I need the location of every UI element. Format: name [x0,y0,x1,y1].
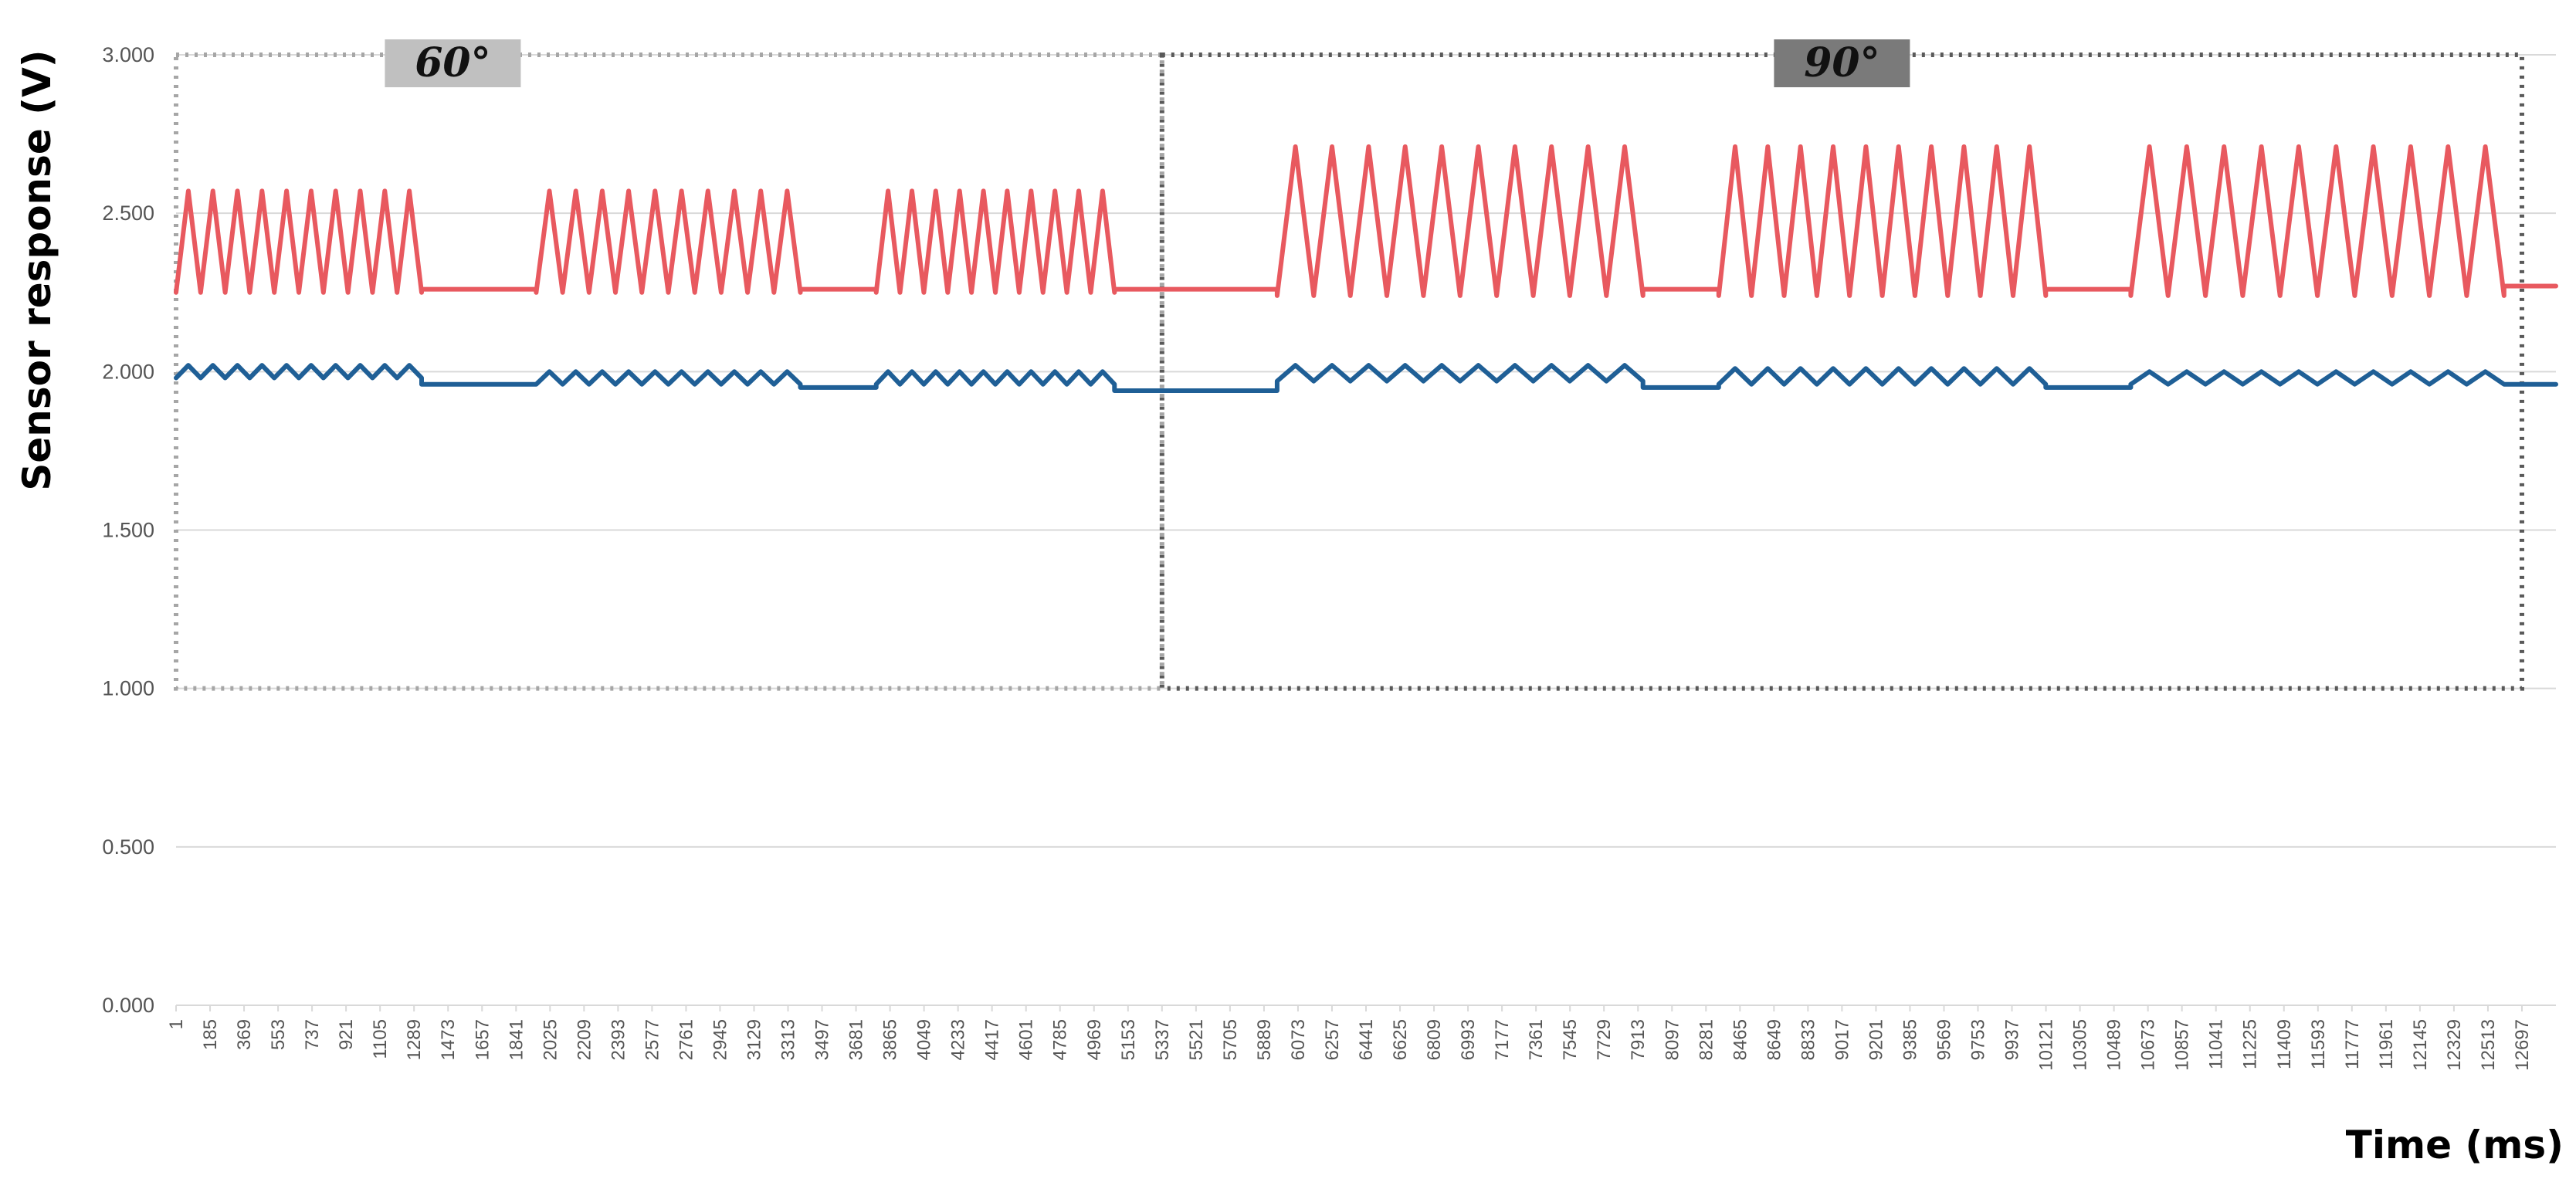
x-tick-label: 11409 [2274,1019,2295,1069]
x-tick-label: 185 [200,1019,221,1050]
x-tick-label: 3129 [744,1019,764,1060]
x-tick-label: 4785 [1050,1019,1071,1060]
x-tick-label: 11777 [2342,1019,2363,1069]
x-tick-label: 10305 [2070,1019,2091,1071]
x-tick-label: 2945 [710,1019,730,1060]
x-tick-label: 6441 [1356,1019,1377,1060]
x-tick-label: 12513 [2478,1019,2499,1071]
y-axis-title: Sensor response (V) [15,49,59,490]
x-tick-label: 9937 [2002,1019,2023,1060]
data-series [174,144,2558,393]
x-tick-label: 7729 [1594,1019,1615,1060]
x-tick-label: 3681 [846,1019,867,1060]
x-tick-label: 3497 [812,1019,833,1060]
x-tick-label: 2577 [642,1019,663,1060]
x-tick-label: 5705 [1220,1019,1241,1060]
x-tick-label: 7545 [1560,1019,1581,1060]
x-tick-label: 5337 [1152,1019,1173,1060]
x-tick-label: 10489 [2104,1019,2125,1071]
x-tick-label: 12329 [2444,1019,2465,1071]
x-tick-label: 737 [302,1019,323,1050]
x-tick-label: 11041 [2206,1019,2227,1069]
x-tick-label: 9753 [1968,1019,1989,1060]
x-tick-label: 8649 [1764,1019,1785,1060]
region-label-0: 60° [415,39,490,86]
region-label-bg-0 [385,39,521,87]
x-tick-label: 6809 [1424,1019,1445,1060]
y-tick-label: 2.500 [102,202,154,225]
x-tick-label: 4969 [1084,1019,1105,1060]
y-tick-label: 0.500 [102,835,154,859]
x-tick-label: 9017 [1832,1019,1852,1060]
region-box-1 [1159,53,2524,691]
x-tick-label: 9385 [1900,1019,1920,1060]
x-tick-label: 8833 [1798,1019,1818,1060]
x-axis-title: Time (ms) [2346,1123,2564,1167]
x-tick-label: 5889 [1254,1019,1275,1060]
x-tick-label: 10857 [2172,1019,2193,1071]
x-tick-label: 11961 [2376,1019,2397,1069]
x-tick-label: 1657 [472,1019,493,1060]
region-box-0 [174,53,1164,691]
x-tick-label: 2209 [574,1019,595,1060]
x-tick-label: 4049 [914,1019,935,1060]
gridlines [176,54,2556,1006]
x-tick-label: 6257 [1322,1019,1343,1060]
x-tick-label: 4417 [982,1019,1003,1060]
y-tick-label: 1.500 [102,519,154,542]
y-tick-label: 3.000 [102,43,154,66]
x-tick-label: 12145 [2410,1019,2431,1071]
angle-regions: 60° 90° [174,39,2524,691]
x-tick-label: 2761 [676,1019,697,1060]
x-tick-label: 2393 [608,1019,629,1060]
x-tick-label: 3865 [880,1019,901,1060]
x-tick-label: 1105 [370,1019,391,1059]
region-label-bg-1 [1774,39,1910,87]
x-tick-label: 1289 [404,1019,425,1060]
x-tick-label: 5521 [1186,1019,1207,1060]
x-tick-label: 10673 [2138,1019,2159,1071]
x-tick-label: 7361 [1526,1019,1547,1060]
x-tick-label: 4601 [1016,1019,1037,1060]
y-tick-label: 2.000 [102,360,154,383]
x-tick-label: 6993 [1458,1019,1479,1060]
x-tick-label: 1841 [506,1019,527,1060]
x-tick-label: 7177 [1492,1019,1513,1060]
x-tick-label: 1 [166,1019,187,1029]
x-tick-label: 12697 [2512,1019,2533,1071]
x-tick-label: 921 [336,1019,357,1050]
x-tick-label: 10121 [2036,1019,2057,1071]
x-tick-label: 553 [268,1019,289,1050]
x-tick-label: 4233 [948,1019,969,1060]
x-tick-label: 8281 [1696,1019,1717,1060]
x-tick-label: 5153 [1118,1019,1139,1060]
x-tick-label: 2025 [540,1019,561,1060]
x-tick-label: 9569 [1934,1019,1954,1060]
x-tick-label: 3313 [778,1019,799,1060]
x-tick-label: 8465 [1730,1019,1751,1060]
x-tick-label: 369 [234,1019,255,1050]
y-tick-label: 0.000 [102,994,154,1017]
x-tick-label: 7913 [1628,1019,1649,1060]
x-tick-label: 11225 [2240,1019,2261,1069]
x-tick-label: 6073 [1288,1019,1309,1060]
x-tick-label: 9201 [1866,1019,1886,1060]
x-tick-label: 1473 [438,1019,459,1060]
x-tick-label: 11593 [2308,1019,2329,1069]
x-tick-label: 8097 [1662,1019,1683,1060]
y-tick-label: 1.000 [102,677,154,700]
x-axis-ticks: 1 185 369 553 737 921 1105 1289 1473 1657 1841 2025… [166,1005,2533,1071]
series-line-1 [174,363,2558,393]
series-line-0 [174,144,2558,298]
region-label-1: 90° [1804,39,1879,86]
y-axis-ticks: 3.000 2.500 2.000 1.500 1.000 0.500 0.000 [102,43,154,1017]
x-tick-label: 6625 [1390,1019,1411,1060]
